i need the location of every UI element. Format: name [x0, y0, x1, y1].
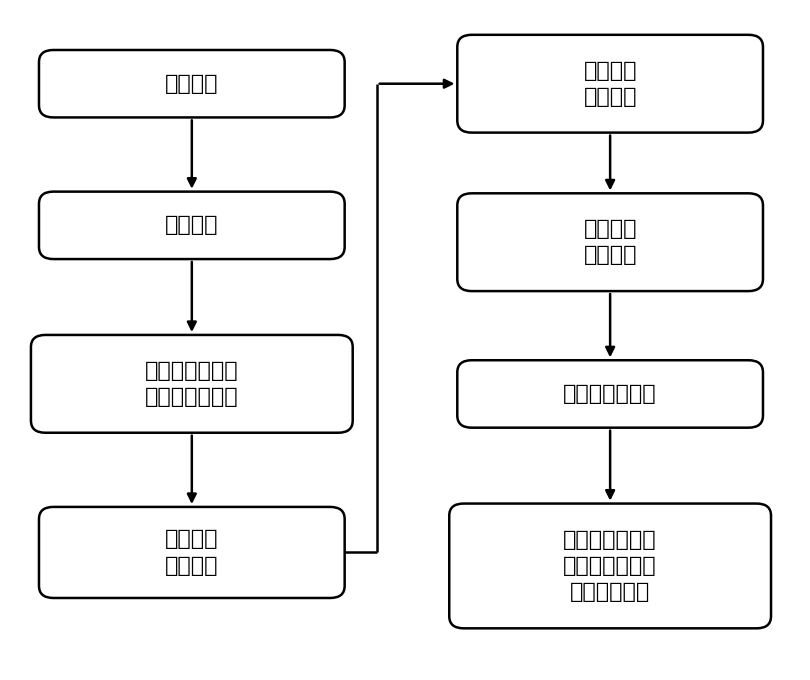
FancyBboxPatch shape [458, 360, 763, 428]
FancyBboxPatch shape [458, 193, 763, 291]
Text: 平滑滤波: 平滑滤波 [165, 216, 219, 235]
Text: 斜率单调
区间获取: 斜率单调 区间获取 [165, 529, 219, 576]
Text: 特征点位置：单
调区间中点或斜
率正负改变处: 特征点位置：单 调区间中点或斜 率正负改变处 [563, 530, 657, 602]
Text: 均分高次非线性
最小二乘法拟合: 均分高次非线性 最小二乘法拟合 [145, 360, 239, 407]
Text: 单调区间
长度计算: 单调区间 长度计算 [583, 61, 637, 107]
FancyBboxPatch shape [39, 50, 345, 118]
FancyBboxPatch shape [31, 335, 352, 432]
Text: 长度自大
到小排序: 长度自大 到小排序 [583, 219, 637, 265]
Text: 监督特征点数目: 监督特征点数目 [563, 384, 657, 404]
FancyBboxPatch shape [39, 192, 345, 259]
FancyBboxPatch shape [458, 35, 763, 133]
FancyBboxPatch shape [450, 504, 771, 628]
Text: 计算斜率: 计算斜率 [165, 73, 219, 94]
FancyBboxPatch shape [39, 507, 345, 598]
